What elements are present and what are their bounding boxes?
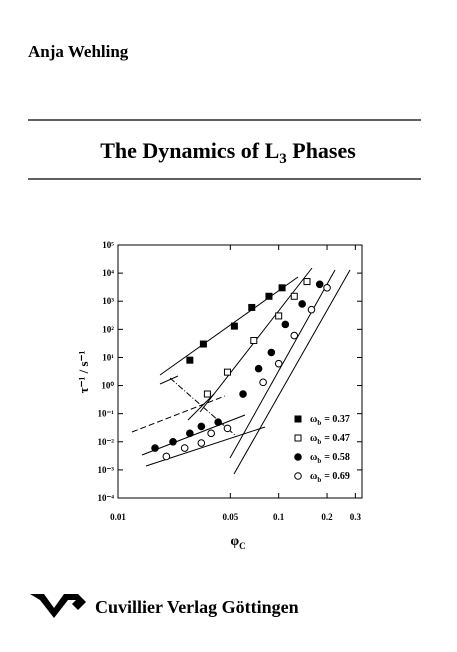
data-point	[230, 322, 238, 330]
data-point	[186, 429, 194, 438]
x-label-symbol: φ	[230, 534, 239, 549]
data-point	[248, 303, 256, 311]
legend-symbol: ω	[310, 414, 317, 425]
legend-entry: ωb = 0.47	[310, 433, 350, 446]
data-point	[186, 356, 194, 364]
legend-label: = 0.58	[324, 452, 350, 463]
data-point	[180, 444, 189, 452]
x-tick-label: 0.05	[222, 512, 238, 522]
legend-label: = 0.37	[324, 414, 350, 425]
x-axis-label: φC	[230, 534, 245, 551]
data-point	[214, 418, 222, 426]
title-rest: Phases	[287, 138, 357, 163]
y-tick-label: 10³	[102, 296, 114, 306]
y-tick-label: 10⁰	[101, 381, 114, 391]
y-tick-label: 10⁻⁴	[98, 493, 115, 503]
guide-line	[187, 393, 215, 421]
data-point	[223, 368, 231, 376]
data-point	[197, 439, 206, 447]
legend-entry: ωb = 0.69	[310, 471, 350, 484]
fit-line	[229, 269, 336, 459]
legend-label: = 0.47	[324, 433, 350, 444]
data-point	[274, 359, 283, 368]
publisher: Cuvillier Verlag Göttingen	[95, 597, 299, 617]
data-point	[290, 331, 299, 340]
legend-entry: ωb = 0.58	[310, 452, 350, 465]
legend-symbol: ω	[310, 433, 317, 444]
title-main: The Dynamics of L	[100, 138, 279, 163]
data-point	[298, 300, 306, 308]
chart: φC τ⁻¹ / s⁻¹ 10⁻⁴ 10⁻³ 10⁻² 10⁻¹ 10⁰ 10¹ 10² 10…	[76, 240, 363, 551]
data-point	[323, 284, 331, 292]
data-point	[151, 444, 159, 452]
fit-line	[233, 269, 351, 475]
author: Anja Wehling	[28, 42, 129, 61]
data-point	[307, 305, 316, 314]
guide-line	[169, 377, 237, 437]
publisher-logo	[30, 594, 86, 618]
data-point	[169, 437, 177, 446]
data-point	[303, 278, 311, 286]
legend-subscript: b	[317, 438, 321, 446]
x-tick-label: 0.1	[273, 512, 285, 522]
title-subscript: 3	[279, 151, 287, 167]
fit-line	[141, 414, 246, 456]
data-point	[315, 280, 324, 289]
legend-subscript: b	[317, 476, 321, 484]
legend-entry: ωb = 0.37	[310, 414, 350, 427]
y-tick-label: 10⁴	[102, 268, 114, 278]
data-point	[290, 292, 298, 300]
x-tick-label: 0.01	[110, 512, 126, 522]
y-axis-label: τ⁻¹ / s⁻¹	[76, 351, 91, 394]
legend-marker	[294, 415, 302, 423]
legend-marker	[294, 472, 302, 480]
data-point	[162, 452, 171, 461]
data-point	[239, 390, 247, 398]
data-point	[223, 424, 232, 433]
legend-subscript: b	[317, 457, 321, 465]
y-tick-label: 10⁵	[102, 240, 114, 250]
y-tick-label: 10²	[102, 324, 114, 334]
guide-line	[131, 395, 226, 433]
logo-mark	[30, 594, 86, 618]
data-point	[265, 292, 273, 300]
legend-marker	[294, 434, 302, 442]
data-point	[281, 320, 290, 329]
data-point	[207, 429, 215, 438]
fit-line	[159, 276, 299, 376]
data-point	[267, 348, 276, 357]
legend-subscript: b	[317, 419, 321, 427]
guide-line	[159, 375, 179, 385]
title: The Dynamics of L3 Phases	[100, 138, 356, 167]
y-tick-label: 10⁻¹	[98, 409, 115, 419]
data-point	[275, 312, 283, 320]
legend-label: = 0.69	[324, 471, 350, 482]
data-point	[250, 337, 258, 345]
data-point	[203, 390, 211, 398]
legend-symbol: ω	[310, 452, 317, 463]
y-tick-label: 10⁻³	[98, 465, 115, 475]
data-point	[278, 284, 286, 292]
y-tick-label: 10¹	[102, 352, 114, 362]
x-tick-label: 0.2	[321, 512, 333, 522]
data-point	[197, 422, 206, 431]
data-point	[199, 340, 207, 348]
plot-frame	[117, 244, 363, 499]
legend-marker	[294, 453, 302, 461]
x-label-subscript: C	[239, 541, 246, 551]
x-tick-label: 0.3	[350, 512, 362, 522]
legend-symbol: ω	[310, 471, 317, 482]
data-point	[254, 364, 263, 373]
data-point	[259, 378, 267, 387]
y-tick-label: 10⁻²	[98, 437, 115, 447]
